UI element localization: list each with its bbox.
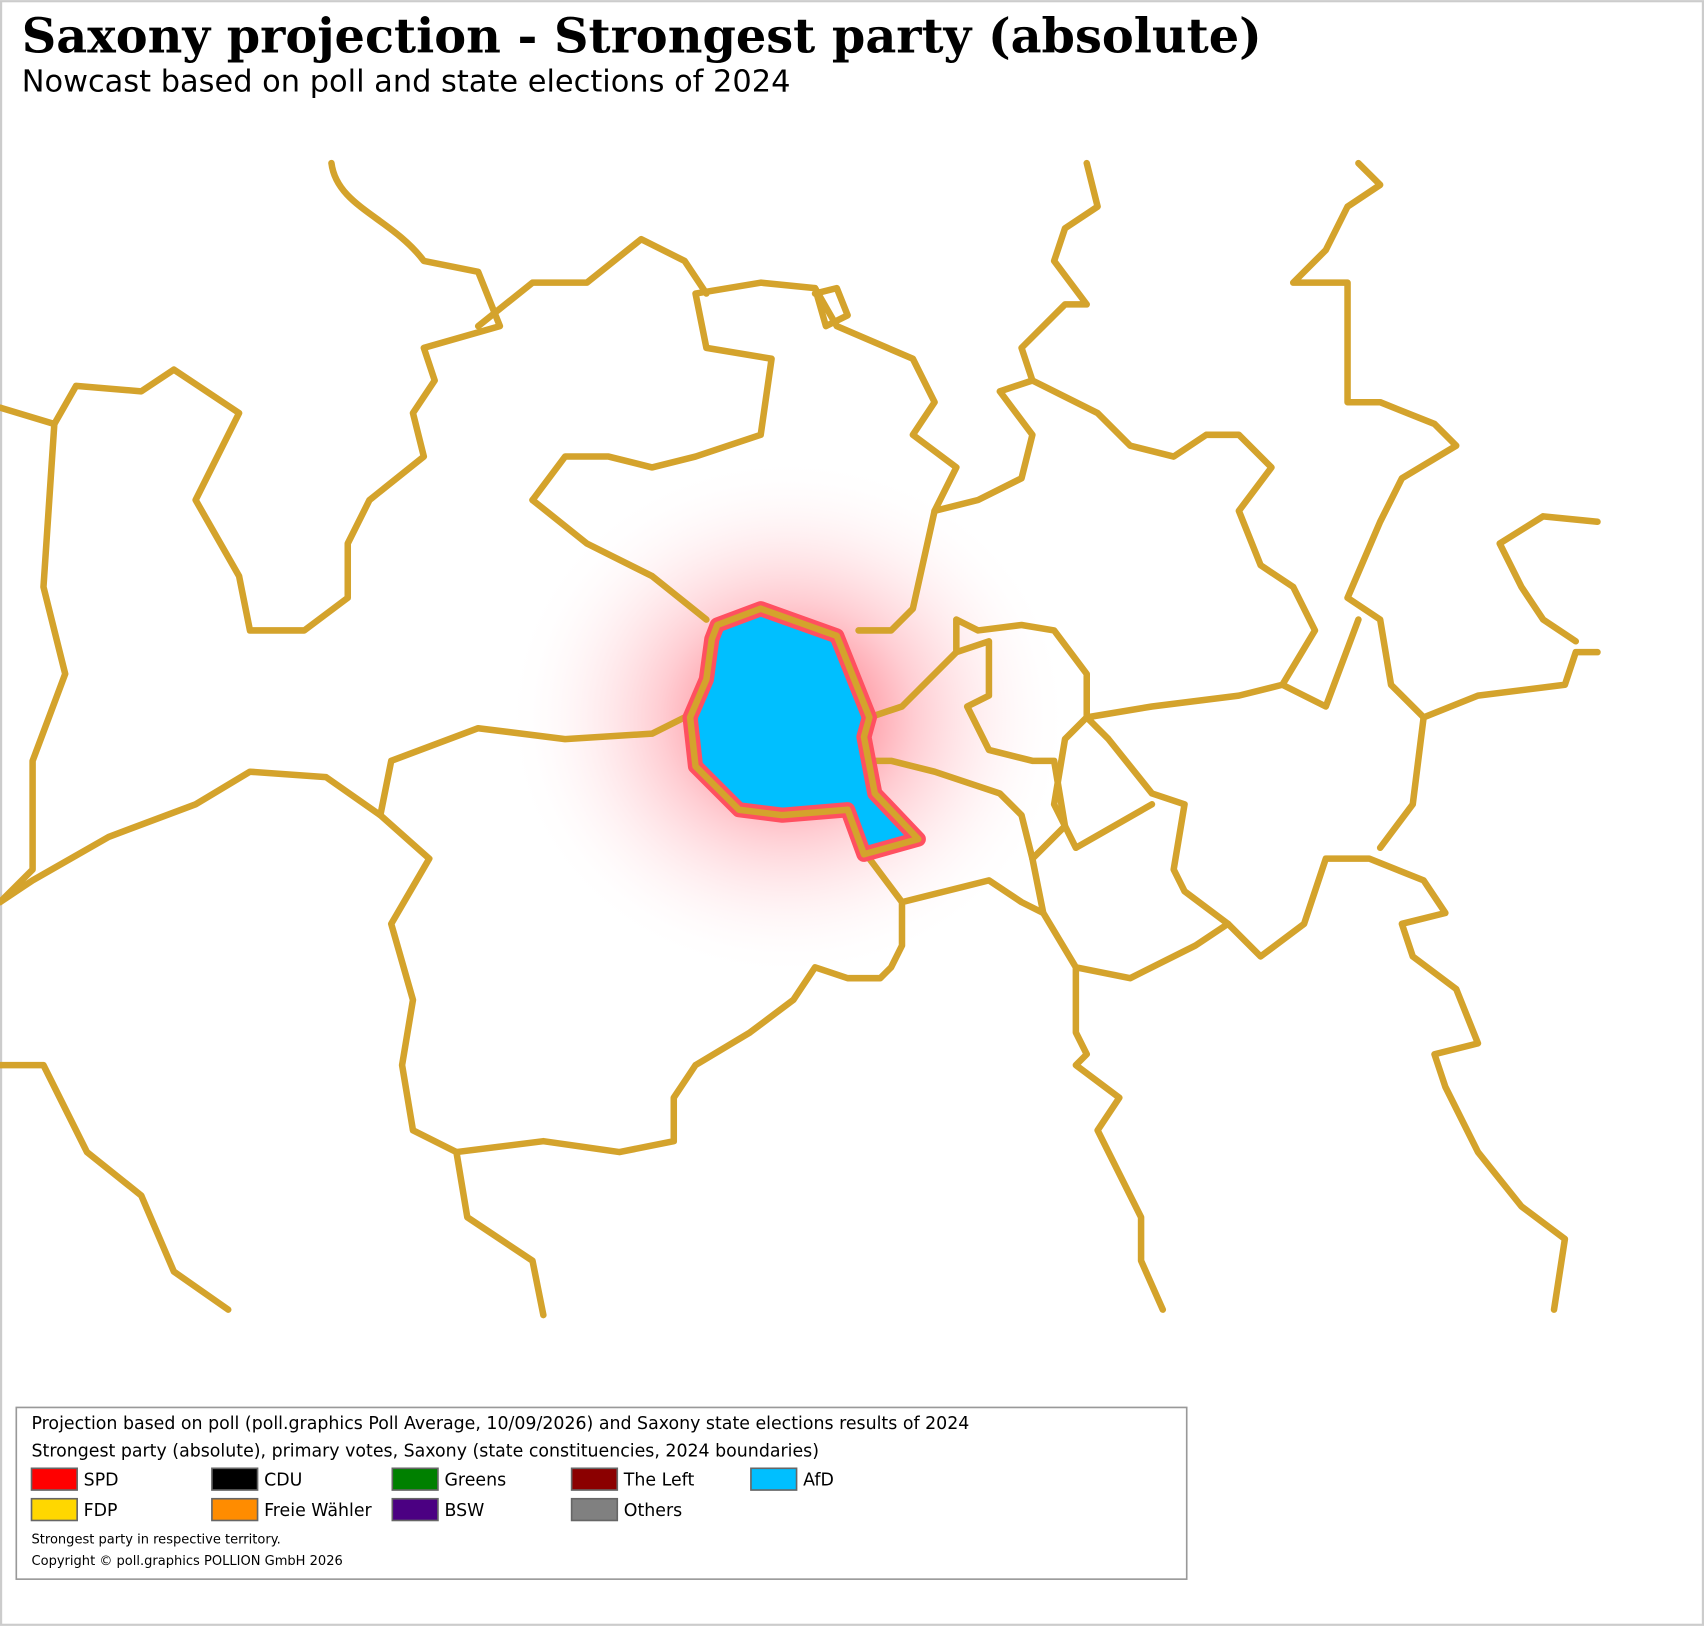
legend-label: AfD	[803, 1471, 834, 1491]
boundary	[1029, 855, 1232, 1313]
boundary	[0, 768, 547, 1319]
boundary	[686, 605, 922, 858]
legend-label: FDP	[84, 1501, 118, 1521]
boundary	[1279, 159, 1601, 721]
legend-swatch	[30, 1467, 78, 1491]
legend-label: BSW	[444, 1501, 484, 1521]
subtitle: Nowcast based on poll and state election…	[22, 64, 791, 99]
title: Saxony projection - Strongest party (abs…	[22, 8, 1262, 64]
boundary	[1050, 714, 1427, 852]
boundary	[866, 638, 1069, 862]
boundary	[931, 377, 1319, 721]
legend: Projection based on poll (poll.graphics …	[15, 1406, 1188, 1580]
legend-line: Projection based on poll (poll.graphics …	[32, 1414, 970, 1434]
boundary	[529, 496, 710, 623]
legend-label: SPD	[84, 1471, 119, 1491]
legend-swatch	[750, 1467, 798, 1491]
boundary	[377, 714, 688, 819]
boundary	[1018, 159, 1101, 384]
legend-label: CDU	[264, 1471, 302, 1491]
legend-swatch	[570, 1497, 619, 1522]
map	[0, 159, 1601, 1319]
legend-swatch	[211, 1467, 259, 1491]
boundary	[0, 1061, 232, 1313]
legend-box	[15, 1406, 1188, 1580]
legend-swatch	[391, 1497, 439, 1522]
legend-label: Others	[624, 1501, 682, 1521]
legend-swatch	[391, 1467, 439, 1491]
boundary	[453, 855, 1047, 1156]
boundary	[529, 279, 960, 634]
legend-line: Strongest party (absolute), primary vote…	[32, 1441, 820, 1461]
boundary	[866, 616, 1569, 1313]
legend-note: Strongest party in respective territory.	[32, 1532, 281, 1547]
legend-label: The Left	[623, 1471, 695, 1491]
legend-label: Freie Wähler	[264, 1501, 372, 1521]
legend-label: Greens	[444, 1471, 506, 1491]
boundary	[0, 420, 69, 906]
legend-note: Copyright © poll.graphics POLLION GmbH 2…	[32, 1554, 343, 1569]
boundary	[1496, 513, 1601, 645]
boundary	[0, 159, 504, 634]
boundary	[474, 235, 851, 330]
legend-swatch	[570, 1467, 619, 1491]
legend-swatch	[211, 1497, 259, 1522]
legend-swatch	[30, 1497, 78, 1522]
